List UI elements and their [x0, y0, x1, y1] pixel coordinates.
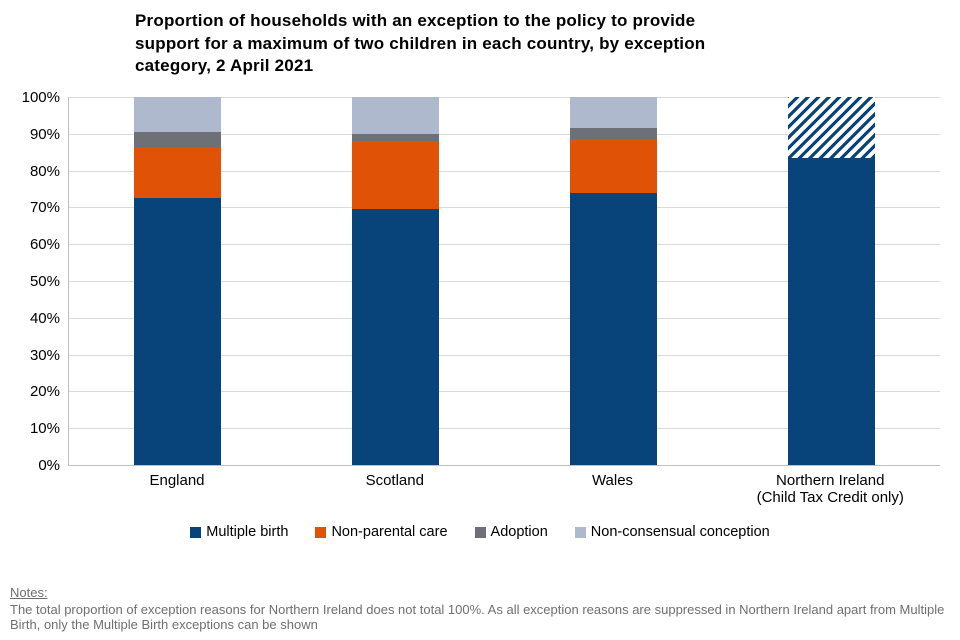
- bar-segment: [134, 146, 222, 199]
- bar-segment: [134, 97, 222, 132]
- notes-body: The total proportion of exception reason…: [10, 601, 945, 633]
- legend-swatch-icon: [474, 526, 486, 538]
- gridline: [69, 244, 940, 246]
- legend-label: Multiple birth: [206, 524, 289, 540]
- bar-segment: [134, 131, 222, 147]
- chart-title-line: Proportion of households with an excepti…: [135, 11, 696, 30]
- legend-swatch-icon: [574, 526, 586, 538]
- x-axis-label: Wales: [591, 472, 634, 489]
- y-axis-label: 20%: [29, 383, 60, 401]
- bar-northern: [787, 97, 875, 465]
- legend-swatch-icon: [190, 526, 202, 538]
- gridline: [69, 317, 940, 319]
- x-axis-label: Northern Ireland (Child Tax Credit only): [756, 472, 904, 506]
- bar-england: [134, 97, 222, 465]
- gridline: [69, 391, 940, 393]
- y-axis-label: 30%: [29, 346, 60, 364]
- legend-swatch-icon: [315, 526, 327, 538]
- x-axis-label: England: [149, 472, 205, 489]
- chart-title-line: support for a maximum of two children in…: [135, 33, 706, 53]
- bar-segment: [569, 97, 657, 129]
- legend-item: Multiple birth: [190, 524, 288, 540]
- y-axis-label: 80%: [29, 162, 60, 180]
- legend: Multiple birth Non-parental care Adoption N…: [0, 524, 960, 540]
- notes-heading: Notes:: [10, 585, 48, 600]
- bar-scotland: [352, 97, 440, 465]
- gridline: [69, 97, 940, 98]
- bar-segment: [352, 209, 440, 465]
- y-axis-label: 100%: [21, 89, 60, 106]
- y-axis-label: 70%: [29, 199, 60, 217]
- bar-segment: [569, 192, 657, 465]
- y-axis-label: 50%: [29, 273, 60, 290]
- y-axis-label: 90%: [29, 125, 60, 143]
- bar-segment: [352, 133, 440, 142]
- gridline: [69, 133, 940, 135]
- chart-title-line: category, 2 April 2021: [135, 56, 314, 75]
- plot-area: [68, 97, 940, 466]
- gridline: [69, 428, 940, 430]
- y-axis-label: 60%: [29, 236, 60, 254]
- x-axis: England Scotland Wales Northern Ireland (Ch…: [68, 472, 940, 517]
- legend-item: Non-parental care: [315, 524, 448, 540]
- legend-item: Adoption: [474, 524, 548, 540]
- bar-segment-suppressed-hatched: [787, 97, 875, 158]
- bar-segment: [569, 139, 657, 193]
- chart-title: Proportion of households with an excepti…: [135, 10, 875, 78]
- legend-item: Non-consensual conception: [574, 524, 770, 540]
- gridline: [69, 207, 940, 209]
- y-axis: 100% 90% 80% 70% 60% 50% 40% 30% 20% 10% 0%: [0, 89, 60, 474]
- x-axis-label: Scotland: [365, 472, 424, 489]
- y-axis-label: 10%: [29, 420, 60, 438]
- bar-segment: [134, 198, 222, 465]
- bar-wales: [569, 97, 657, 465]
- gridline: [69, 354, 940, 356]
- gridline: [69, 281, 940, 282]
- legend-label: Adoption: [490, 524, 548, 540]
- bar-segment: [352, 141, 440, 210]
- notes: Notes: The total proportion of exception…: [10, 585, 956, 633]
- gridline: [69, 170, 940, 172]
- y-axis-label: 0%: [38, 457, 60, 474]
- legend-label: Non-parental care: [331, 524, 448, 540]
- bar-segment: [352, 97, 440, 134]
- bar-segment: [787, 157, 875, 465]
- bar-segment: [569, 128, 657, 140]
- y-axis-label: 40%: [29, 309, 60, 327]
- legend-label: Non-consensual conception: [590, 524, 770, 540]
